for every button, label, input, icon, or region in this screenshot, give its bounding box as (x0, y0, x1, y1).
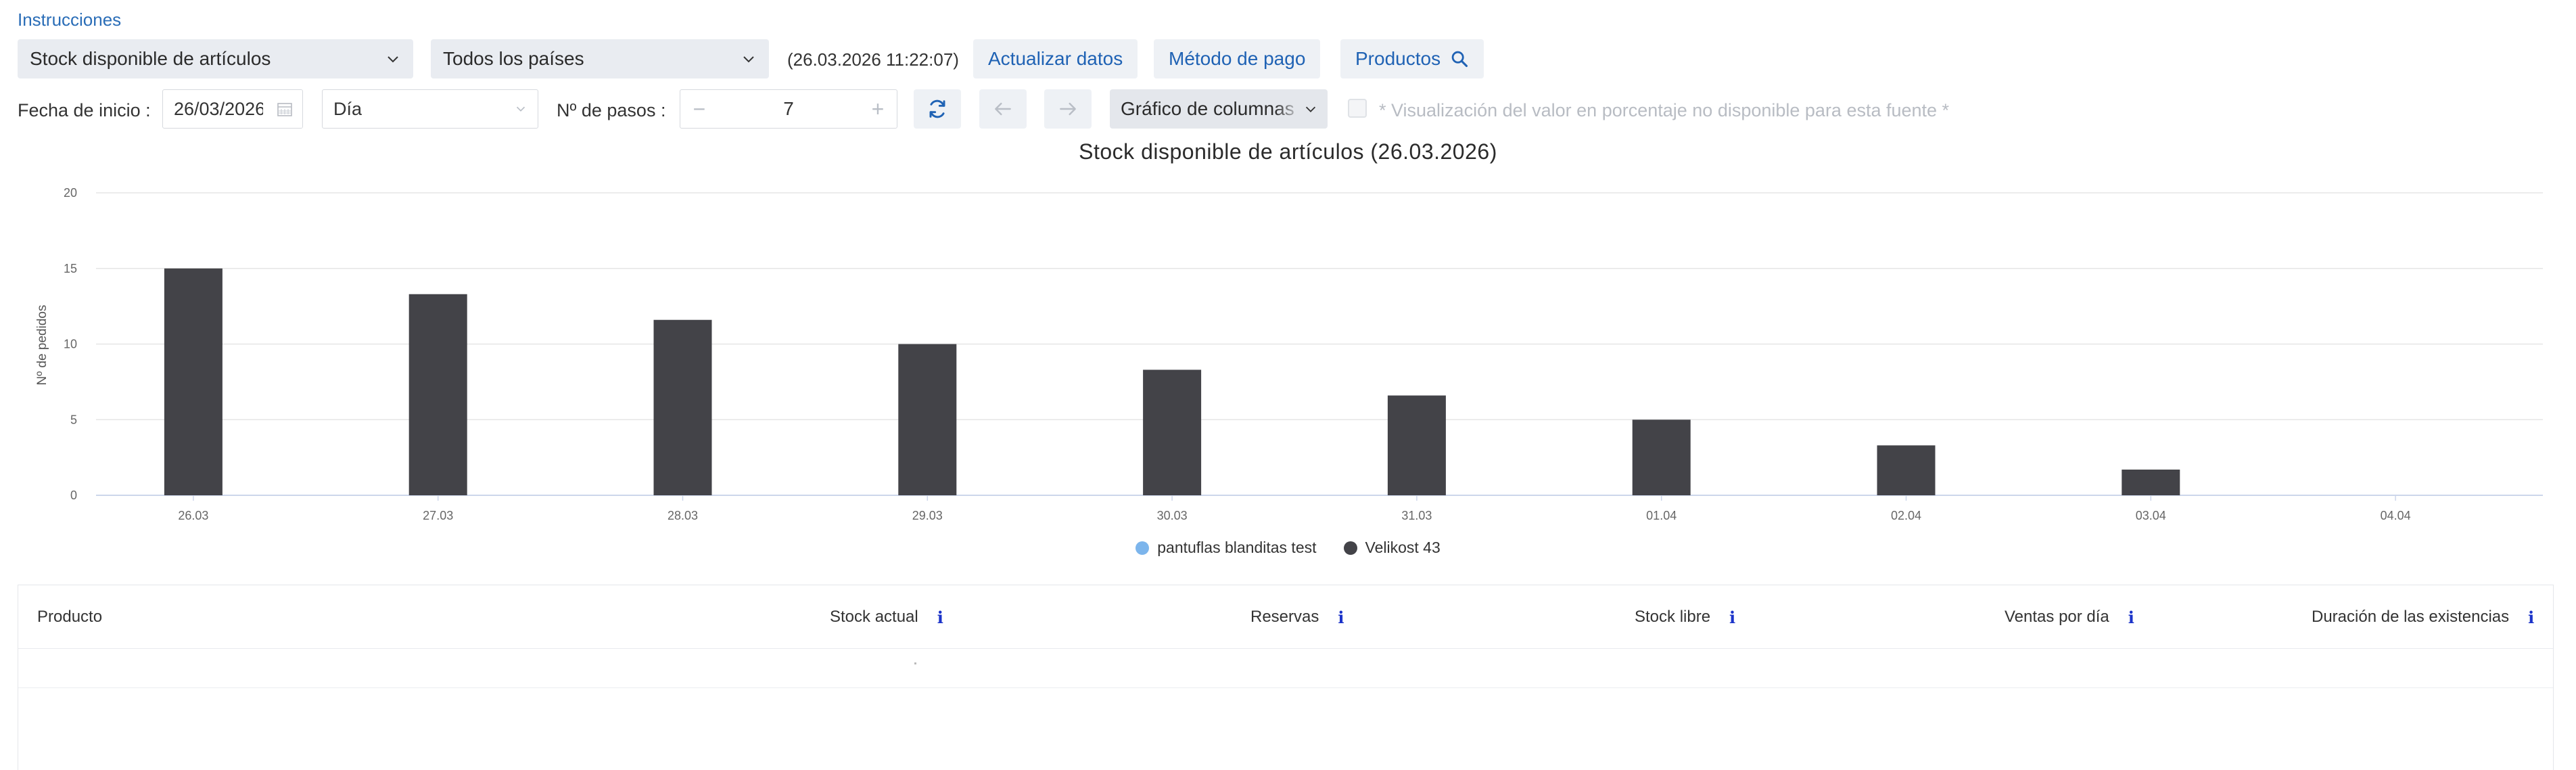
refresh-data-label: Actualizar datos (988, 48, 1123, 69)
arrow-left-icon (995, 102, 1011, 116)
bar-26.03[interactable] (164, 268, 223, 495)
column-header-stock-duration[interactable]: Duración de las existencias i (2312, 585, 2534, 649)
products-button[interactable]: Productos (1340, 39, 1484, 78)
country-select[interactable]: Todos los países (431, 39, 769, 78)
column-header-current-stock[interactable]: Stock actual i (830, 585, 943, 649)
column-header-product[interactable]: Producto (37, 585, 102, 649)
bar-03.04[interactable] (2122, 470, 2180, 495)
last-update-timestamp: (26.03.2026 11:22:07) (787, 49, 959, 70)
table-header: Producto Stock actual i Reservas i Stock… (18, 585, 2553, 649)
chevron-down-icon (743, 56, 754, 63)
x-tick-label: 30.03 (1157, 509, 1188, 522)
chart-title: Stock disponible de artículos (26.03.202… (1079, 139, 1497, 164)
previous-button[interactable] (979, 89, 1027, 129)
stock-table: Producto Stock actual i Reservas i Stock… (18, 585, 2554, 770)
bar-02.04[interactable] (1877, 445, 1936, 495)
y-axis-label: Nº de pedidos (35, 305, 49, 386)
percent-checkbox[interactable] (1348, 99, 1367, 118)
column-header-label: Reservas (1250, 608, 1319, 626)
column-header-label: Ventas por día (2005, 608, 2109, 626)
x-tick-label: 31.03 (1401, 509, 1432, 522)
country-select-value: Todos los países (443, 48, 584, 69)
x-tick-label: 01.04 (1646, 509, 1677, 522)
start-date-input[interactable]: 26/03/2026 (162, 89, 303, 129)
column-header-label: Duración de las existencias (2312, 608, 2510, 626)
info-icon[interactable]: i (937, 607, 943, 627)
column-header-sales-per-day[interactable]: Ventas por día i (2005, 585, 2134, 649)
plus-icon[interactable]: + (871, 96, 885, 121)
minus-icon[interactable]: − (693, 96, 706, 121)
percent-disabled-note: * Visualización del valor en porcentaje … (1379, 100, 1950, 120)
payment-method-label: Método de pago (1169, 48, 1306, 69)
search-icon (1451, 51, 1468, 68)
table-row (18, 649, 2553, 688)
bar-30.03[interactable] (1143, 369, 1202, 495)
column-header-label: Producto (37, 608, 103, 626)
x-tick-label: 27.03 (423, 509, 453, 522)
refresh-icon (929, 99, 945, 118)
start-date-label: Fecha de inicio : (18, 100, 151, 120)
chart-type-value: Gráfico de columnas (1121, 98, 1294, 119)
y-tick-label: 15 (64, 262, 77, 275)
info-icon[interactable]: i (1729, 607, 1736, 627)
x-tick-label: 02.04 (1891, 509, 1921, 522)
refresh-data-button[interactable]: Actualizar datos (973, 39, 1138, 78)
legend-item-series-2[interactable]: Velikost 43 (1343, 539, 1441, 557)
reload-chart-button[interactable] (914, 89, 961, 129)
y-tick-label: 10 (64, 338, 77, 351)
bar-01.04[interactable] (1632, 420, 1691, 495)
source-select-value: Stock disponible de artículos (30, 48, 271, 69)
y-tick-label: 5 (70, 413, 77, 426)
chart-legend: pantuflas blanditas test Velikost 43 (0, 539, 2576, 557)
steps-label: Nº de pasos : (557, 100, 666, 120)
period-select-value: Día (333, 98, 362, 119)
y-tick-label: 0 (70, 489, 77, 502)
chart-type-select[interactable]: Gráfico de columnas (1110, 89, 1328, 129)
steps-stepper[interactable]: − 7 + (680, 89, 897, 129)
instructions-link[interactable]: Instrucciones (18, 9, 122, 30)
bar-29.03[interactable] (898, 344, 957, 496)
chevron-down-icon (516, 106, 525, 112)
payment-method-button[interactable]: Método de pago (1154, 39, 1321, 78)
x-tick-label: 04.04 (2381, 509, 2411, 522)
bar-27.03[interactable] (408, 294, 467, 495)
steps-value[interactable]: 7 (783, 98, 794, 119)
column-header-free-stock[interactable]: Stock libre i (1635, 585, 1735, 649)
y-tick-label: 20 (64, 186, 77, 200)
x-tick-label: 26.03 (178, 509, 208, 522)
products-label: Productos (1355, 48, 1441, 69)
column-header-reservations[interactable]: Reservas i (1250, 585, 1344, 649)
legend-swatch (1135, 541, 1150, 555)
legend-label: Velikost 43 (1365, 539, 1441, 556)
legend-item-series-1[interactable]: pantuflas blanditas test (1135, 539, 1317, 557)
calendar-icon[interactable] (277, 101, 293, 117)
row-marker (914, 662, 916, 664)
info-icon[interactable]: i (2528, 607, 2535, 627)
bar-31.03[interactable] (1387, 395, 1446, 495)
column-header-label: Stock actual (830, 608, 918, 626)
x-tick-label: 28.03 (668, 509, 698, 522)
bar-28.03[interactable] (653, 319, 712, 495)
next-button[interactable] (1044, 89, 1092, 129)
column-header-label: Stock libre (1635, 608, 1711, 626)
stock-chart: 0 5 10 15 20 26.03 27.03 28.03 29.03 30.03 31.03 01… (35, 186, 2543, 522)
chevron-down-icon (1305, 106, 1316, 112)
legend-label: pantuflas blanditas test (1157, 539, 1317, 556)
x-tick-label: 03.04 (2136, 509, 2166, 522)
start-date-value: 26/03/2026 (174, 98, 266, 119)
info-icon[interactable]: i (2128, 607, 2134, 627)
info-icon[interactable]: i (1338, 607, 1344, 627)
chevron-down-icon (388, 56, 398, 63)
period-select[interactable]: Día (322, 89, 538, 129)
legend-swatch (1343, 541, 1357, 555)
x-tick-label: 29.03 (912, 509, 943, 522)
arrow-right-icon (1060, 102, 1076, 116)
source-select[interactable]: Stock disponible de artículos (18, 39, 413, 78)
